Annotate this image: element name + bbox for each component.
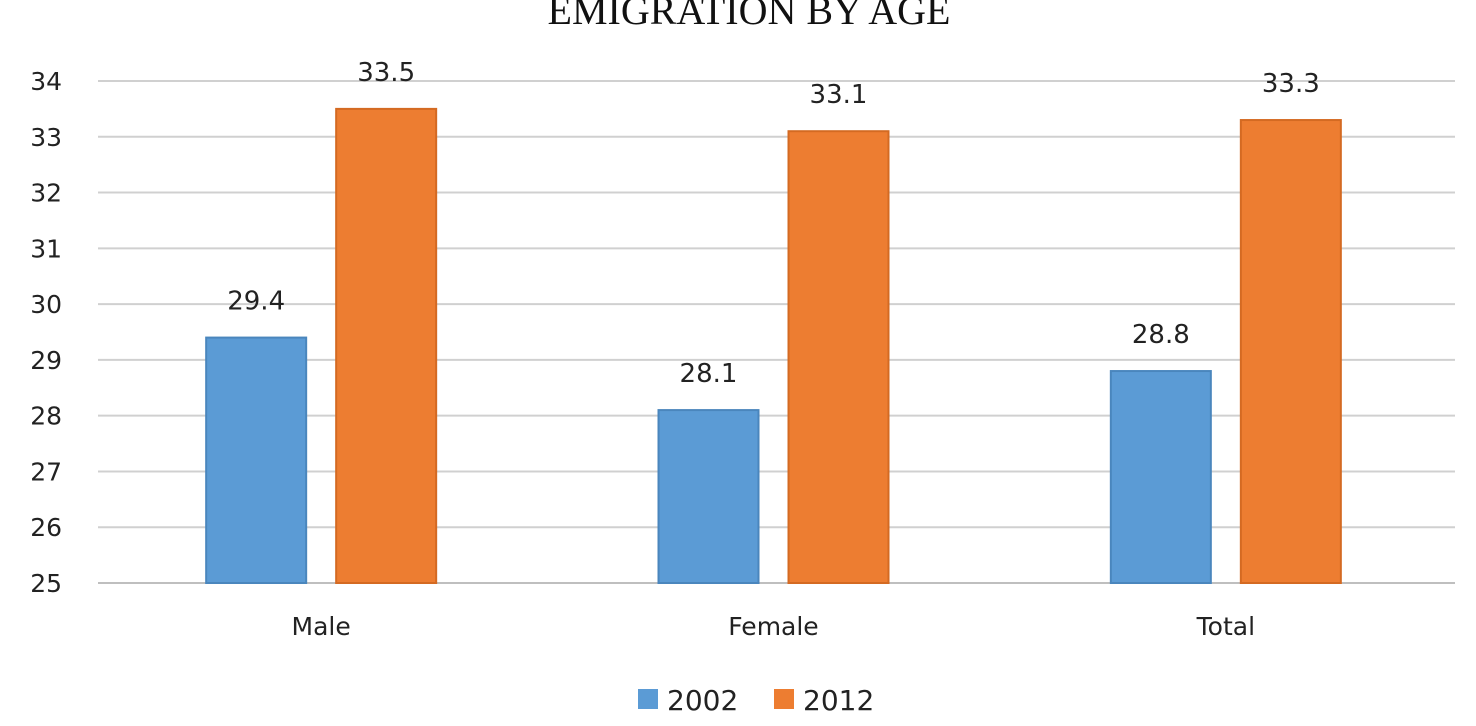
- bar-2002-female: [657, 409, 760, 585]
- data-label: 28.8: [1132, 320, 1190, 350]
- bar-2002-total: [1109, 370, 1212, 584]
- y-tick-label: 33: [30, 123, 62, 152]
- bars: 29.4 33.5 28.1 33.1 28.8 33.3: [205, 58, 1342, 585]
- data-label: 33.5: [357, 58, 415, 88]
- x-tick-label: Total: [1196, 612, 1255, 641]
- legend: 2002 2012: [638, 684, 874, 717]
- y-tick-label: 26: [30, 513, 62, 542]
- y-tick-label: 31: [30, 234, 62, 263]
- y-tick-label: 27: [30, 457, 62, 486]
- y-axis: 25 26 27 28 29 30 31 32 33 34: [30, 67, 62, 598]
- x-axis: Male Female Total: [292, 612, 1255, 641]
- y-tick-label: 29: [30, 346, 62, 375]
- bar-2002-male: [205, 336, 308, 585]
- y-tick-label: 25: [30, 569, 62, 598]
- data-label: 29.4: [227, 287, 285, 317]
- y-tick-label: 30: [30, 290, 62, 319]
- gridlines: [98, 80, 1455, 584]
- bar-2012-total: [1239, 119, 1342, 585]
- y-tick-label: 34: [30, 67, 62, 96]
- y-tick-label: 32: [30, 179, 62, 208]
- legend-label: 2012: [803, 684, 874, 717]
- bar-2012-female: [787, 130, 890, 584]
- y-tick-label: 28: [30, 402, 62, 431]
- legend-label: 2002: [667, 684, 738, 717]
- x-tick-label: Male: [292, 612, 351, 641]
- x-tick-label: Female: [728, 612, 818, 641]
- data-label: 33.3: [1262, 69, 1320, 99]
- chart-title: EMIGRATION BY AGE: [548, 0, 951, 33]
- legend-swatch-2002: [638, 689, 658, 709]
- legend-swatch-2012: [774, 689, 794, 709]
- data-label: 28.1: [680, 359, 738, 389]
- bar-2012-male: [335, 107, 438, 584]
- data-label: 33.1: [810, 80, 868, 110]
